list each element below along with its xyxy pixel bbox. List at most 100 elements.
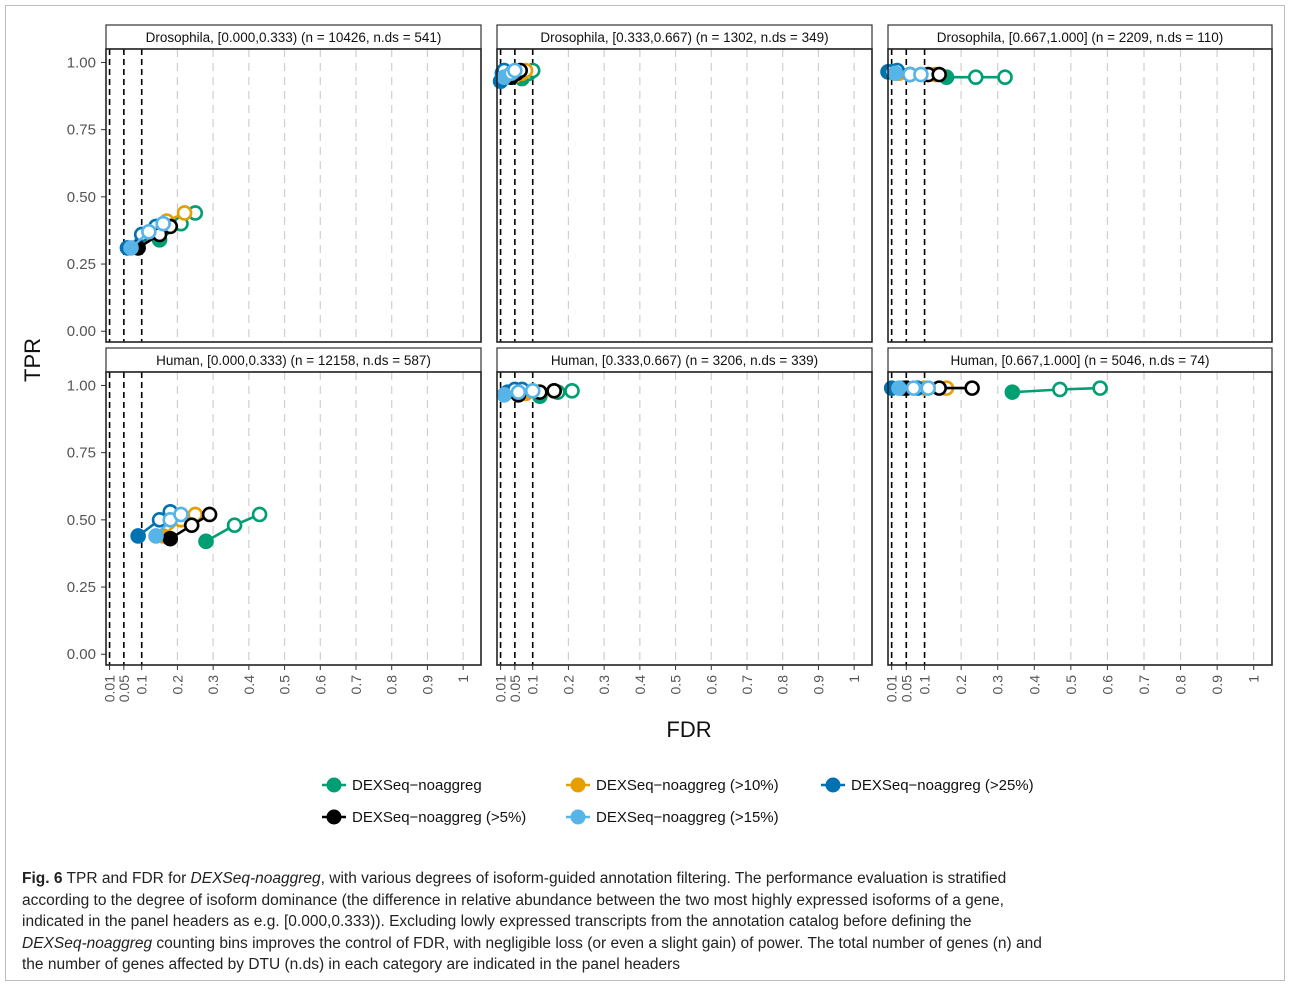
legend-label: DEXSeq−noaggreg (>10%) xyxy=(596,777,779,794)
data-point xyxy=(198,533,214,550)
data-point xyxy=(496,387,512,403)
caption-method-name: DEXSeq-noaggreg xyxy=(22,934,153,952)
data-point xyxy=(173,506,189,523)
data-point xyxy=(251,506,268,523)
x-tick-label: 0.5 xyxy=(1063,675,1079,695)
legend-item: DEXSeq−noaggreg (>15%) xyxy=(566,809,779,826)
data-point xyxy=(931,66,948,83)
panel-border xyxy=(496,371,873,666)
legend-key-point xyxy=(825,777,841,793)
x-tick-label: 0.1 xyxy=(525,675,541,695)
legend-key-point xyxy=(570,809,586,825)
x-tick-label: 0.9 xyxy=(810,675,826,695)
x-tick-label: 0.05 xyxy=(898,675,914,702)
data-point xyxy=(564,383,580,399)
y-tick-label: 1.00 xyxy=(67,54,96,71)
data-point xyxy=(887,65,904,81)
panel-strip xyxy=(496,347,873,373)
x-tick-label: 0.05 xyxy=(507,675,523,702)
panel-border xyxy=(105,48,482,343)
figure-caption: Fig. 6 TPR and FDR for DEXSeq-noaggreg, … xyxy=(22,868,1272,976)
x-tick-label: 0.1 xyxy=(134,675,150,695)
x-tick-label: 0.3 xyxy=(990,675,1006,695)
x-tick-label: 1 xyxy=(1246,675,1262,683)
legend-key-point xyxy=(326,777,342,793)
data-point xyxy=(1004,384,1021,400)
panel-strip xyxy=(496,24,873,50)
data-point xyxy=(148,528,164,544)
panel-background xyxy=(888,49,1272,342)
data-point xyxy=(155,215,171,232)
caption-text: , with various degrees of isoform-guided… xyxy=(320,870,1007,887)
data-point xyxy=(507,62,523,79)
panel-5: Human, [0.333,0.667) (n = 3206, n.ds = 3… xyxy=(493,347,873,702)
x-tick-label: 0.5 xyxy=(277,675,293,695)
x-tick-label: 0.7 xyxy=(1136,675,1152,695)
x-tick-label: 0.6 xyxy=(312,675,328,695)
legend-key-point xyxy=(326,809,342,825)
x-tick-label: 0.2 xyxy=(169,675,185,695)
x-tick-label: 0.5 xyxy=(668,675,684,695)
chart: 0.00 0.25 0.50 0.75 1.00 0.00 0.25 0.50 0.75 1.00… xyxy=(20,24,1273,826)
x-tick-label: 0.9 xyxy=(1209,675,1225,695)
y-tick-label: 0.00 xyxy=(67,323,96,340)
x-tick-label: 0.2 xyxy=(953,675,969,695)
x-tick-label: 0.6 xyxy=(703,675,719,695)
panel-title: Human, [0.667,1.000] (n = 5046, n.ds = 7… xyxy=(951,353,1210,368)
data-point xyxy=(1092,380,1108,396)
panel-strip xyxy=(105,347,482,373)
x-tick-label: 0.1 xyxy=(917,675,933,695)
y-tick-label: 0.25 xyxy=(67,256,96,273)
caption-line-2: according to the degree of isoform domin… xyxy=(22,891,1004,909)
legend-item: DEXSeq−noaggreg (>5%) xyxy=(322,809,526,826)
panel-border xyxy=(887,371,1273,666)
caption-method-name: DEXSeq-noaggreg xyxy=(190,870,321,887)
panel-4: Human, [0.000,0.333) (n = 12158, n.ds = … xyxy=(102,347,482,702)
x-tick-label: 0.7 xyxy=(348,675,364,695)
x-tick-label: 0.4 xyxy=(632,675,648,695)
x-tick-label: 0.7 xyxy=(739,675,755,695)
data-point xyxy=(162,530,179,547)
x-tick-label: 0.8 xyxy=(384,675,400,695)
data-point xyxy=(891,380,907,396)
caption-line-5: the number of genes affected by DTU (n.d… xyxy=(22,956,681,973)
panel-background xyxy=(106,49,481,342)
y-axis-title: TPR xyxy=(20,338,45,382)
panel-title: Drosophila, [0.333,0.667) (n = 1302, n.d… xyxy=(540,30,828,45)
panel-title: Human, [0.000,0.333) (n = 12158, n.ds = … xyxy=(156,353,431,368)
legend-label: DEXSeq−noaggreg (>15%) xyxy=(596,809,779,826)
data-point xyxy=(130,528,146,544)
x-tick-label: 0.6 xyxy=(1099,675,1115,695)
data-point xyxy=(510,384,527,400)
x-tick-label: 0.01 xyxy=(102,675,118,702)
y-tick-label: 0.25 xyxy=(67,579,96,596)
legend-item: DEXSeq−noaggreg xyxy=(322,777,482,794)
legend-item: DEXSeq−noaggreg (>25%) xyxy=(821,777,1034,794)
data-point xyxy=(524,383,541,399)
legend-label: DEXSeq−noaggreg xyxy=(352,777,482,794)
panel-2: Drosophila, [0.333,0.667) (n = 1302, n.d… xyxy=(492,24,873,343)
y-tick-label: 0.75 xyxy=(67,445,96,462)
x-tick-label: 0.3 xyxy=(205,675,221,695)
x-tick-label: 0.3 xyxy=(596,675,612,695)
y-tick-label: 1.00 xyxy=(67,377,96,394)
data-point xyxy=(913,66,929,83)
caption-line-3: indicated in the panel headers as e.g. [… xyxy=(22,913,972,930)
x-tick-label: 0.4 xyxy=(1026,675,1042,695)
panel-strip xyxy=(887,347,1273,373)
data-point xyxy=(964,380,980,396)
x-tick-label: 1 xyxy=(455,675,471,683)
data-point xyxy=(1052,381,1068,398)
data-point xyxy=(201,506,218,523)
x-tick-label: 0.05 xyxy=(116,675,132,702)
panel-background xyxy=(497,49,872,342)
data-point xyxy=(546,383,562,399)
caption-line-1: Fig. 6 TPR and FDR for DEXSeq-noaggreg, … xyxy=(22,868,1272,890)
figure-frame xyxy=(5,5,1285,981)
caption-text: counting bins improves the control of FD… xyxy=(152,934,1042,952)
panel-3: Drosophila, [0.667,1.000] (n = 2209, n.d… xyxy=(880,24,1273,343)
panel-6: Human, [0.667,1.000] (n = 5046, n.ds = 7… xyxy=(884,347,1273,702)
panel-background xyxy=(497,372,872,665)
caption-text: TPR and FDR for xyxy=(62,870,191,887)
panel-background xyxy=(888,372,1272,665)
